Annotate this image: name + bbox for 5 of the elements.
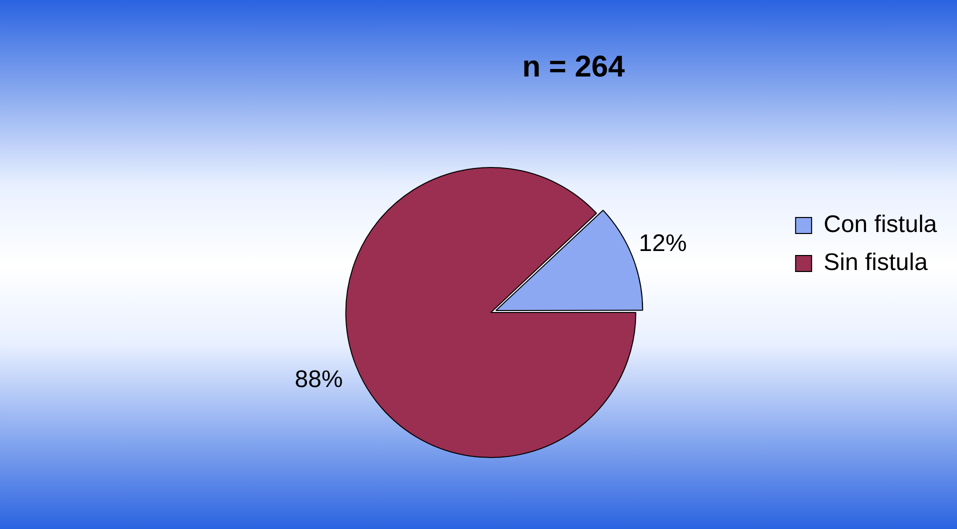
data-label: 88% bbox=[294, 366, 343, 394]
legend-label: Sin fistula bbox=[824, 249, 928, 276]
chart-title: n = 264 bbox=[522, 50, 626, 84]
legend-label: Con fistula bbox=[824, 211, 938, 238]
data-label: 12% bbox=[638, 230, 687, 258]
